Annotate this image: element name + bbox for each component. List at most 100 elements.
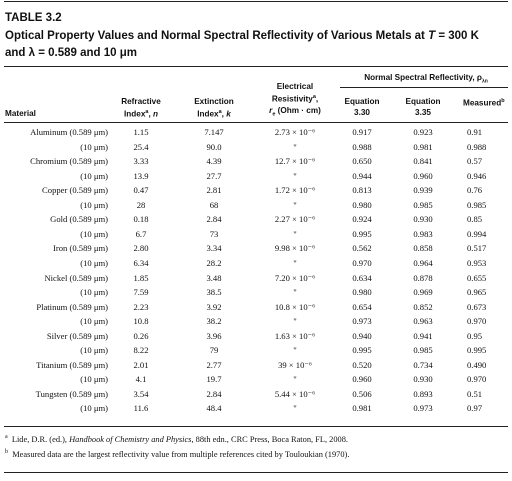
header-extinction-line2: Indexa, k (197, 109, 231, 119)
cell-n: 7.59 (133, 287, 149, 298)
cell-eq330: 0.944 (352, 170, 372, 181)
cell-eq335: 0.923 (413, 127, 433, 137)
cell-resist: " (293, 141, 297, 152)
cell-material: (10 μm) (80, 170, 108, 181)
footnote-a-book: Handbook of Chemistry and Physics (69, 434, 192, 444)
cell-n: 2.01 (133, 359, 149, 370)
cell-k: 68 (209, 199, 219, 210)
table-label: TABLE 3.2 (5, 12, 62, 24)
cell-measured: 0.57 (467, 156, 483, 167)
cell-measured: 0.673 (467, 301, 487, 312)
cell-resist: 2.27 × 10⁻⁶ (274, 214, 316, 225)
cell-n: 3.33 (133, 156, 149, 167)
cell-measured: 0.91 (467, 127, 483, 137)
cell-n: 8.22 (133, 345, 149, 356)
cell-resist: 9.98 × 10⁻⁶ (274, 243, 316, 254)
cell-resist: " (293, 316, 297, 327)
header-refractive-line2: Indexa, n (123, 109, 159, 119)
cell-n: 13.9 (133, 170, 149, 181)
cell-resist: 12.7 × 10⁻⁶ (274, 156, 316, 167)
cell-k: 3.48 (206, 272, 222, 283)
cell-eq335: 0.841 (413, 156, 433, 167)
cell-n: 0.18 (133, 214, 149, 225)
header-eq330-line1: Equation (344, 97, 380, 106)
footnote-a-mark: a (5, 434, 8, 440)
cell-eq330: 0.995 (352, 345, 372, 356)
header-measured: Measuredb (463, 96, 505, 109)
cell-measured: 0.655 (467, 272, 487, 283)
cell-n: 28 (136, 199, 146, 210)
cell-eq335: 0.858 (413, 243, 433, 254)
cell-measured: 0.965 (467, 287, 487, 298)
cell-material: (10 μm) (80, 257, 108, 268)
cell-resist: 39 × 10⁻⁶ (278, 359, 312, 370)
title-temp-symbol: T (428, 30, 436, 42)
cell-eq335: 0.930 (413, 214, 433, 225)
header-extinction-line1: Extinction (194, 97, 234, 106)
cell-resist: " (293, 287, 297, 298)
header-resist-sub: e (272, 111, 276, 118)
header-material: Material (5, 109, 36, 118)
cell-n: 6.7 (135, 228, 147, 239)
cell-k: 2.77 (206, 359, 222, 370)
cell-n: 2.23 (133, 301, 149, 312)
cell-eq335: 0.734 (413, 359, 433, 370)
footnote-mark-a: a (145, 109, 149, 115)
cell-eq330: 0.988 (352, 141, 372, 152)
cell-eq330: 0.960 (352, 374, 372, 385)
cell-measured: 0.490 (467, 359, 487, 370)
top-rule (4, 1, 508, 2)
cell-material: (10 μm) (80, 374, 108, 385)
cell-measured: 0.85 (467, 214, 483, 225)
cell-k: 28.2 (206, 257, 222, 268)
header-extinction-index: Extinction Indexa, k (183, 96, 245, 120)
cell-k: 7.147 (204, 127, 224, 137)
cell-material: Aluminum (0.589 μm) (30, 127, 108, 137)
cell-eq330: 0.981 (352, 403, 372, 414)
cell-k: 73 (209, 228, 219, 239)
cell-eq335: 0.985 (413, 199, 433, 210)
cell-eq330: 0.970 (352, 257, 372, 268)
cell-eq335: 0.964 (413, 257, 433, 268)
cell-measured: 0.988 (467, 141, 487, 152)
cell-material: Nickel (0.589 μm) (44, 272, 108, 283)
header-resist-line3: re (Ohm · cm) (258, 105, 332, 121)
cell-resist: 7.20 × 10⁻⁶ (274, 272, 316, 283)
cell-n: 1.15 (133, 127, 149, 137)
cell-k: 3.34 (206, 243, 222, 254)
cell-resist: " (293, 345, 297, 356)
cell-k: 48.4 (206, 403, 222, 414)
cell-material: (10 μm) (80, 287, 108, 298)
cell-eq335: 0.963 (413, 316, 433, 327)
cell-material: Chromium (0.589 μm) (30, 156, 108, 167)
cell-material: Iron (0.589 μm) (53, 243, 108, 254)
cell-n: 2.80 (133, 243, 149, 254)
cell-eq330: 0.654 (352, 301, 372, 312)
header-eq330-line2: 3.30 (354, 108, 370, 117)
cell-n: 4.1 (135, 374, 147, 385)
header-equation-335: Equation 3.35 (394, 96, 452, 118)
cell-eq330: 0.940 (352, 330, 372, 341)
cell-eq330: 0.917 (352, 127, 372, 137)
cell-k: 19.7 (206, 374, 222, 385)
footnote-mark-b: b (501, 98, 505, 104)
footnote-a-post: , 88th edn., CRC Press, Boca Raton, FL, … (191, 434, 349, 444)
footnote-a: a Lide, D.R. (ed.), Handbook of Chemistr… (5, 434, 348, 444)
header-refractive-var: n (153, 109, 159, 119)
header-extinction-word: Index (197, 109, 219, 119)
cell-n: 11.6 (133, 403, 149, 414)
title-temp-value: = 300 K (435, 30, 479, 42)
cell-eq330: 0.506 (352, 388, 372, 399)
cell-resist: " (293, 170, 297, 181)
cell-eq330: 0.562 (352, 243, 372, 254)
bottom-rule (4, 426, 508, 427)
cell-resist: " (293, 228, 297, 239)
cell-resist: 1.72 × 10⁻⁶ (274, 185, 316, 196)
cell-n: 10.8 (133, 316, 149, 327)
cell-n: 25.4 (133, 141, 149, 152)
cell-eq330: 0.980 (352, 199, 372, 210)
cell-k: 27.7 (206, 170, 222, 181)
cell-material: Gold (0.589 μm) (50, 214, 108, 225)
footnote-mark-a: a (312, 94, 316, 100)
footnote-b-text: Measured data are the largest reflectivi… (12, 449, 350, 459)
